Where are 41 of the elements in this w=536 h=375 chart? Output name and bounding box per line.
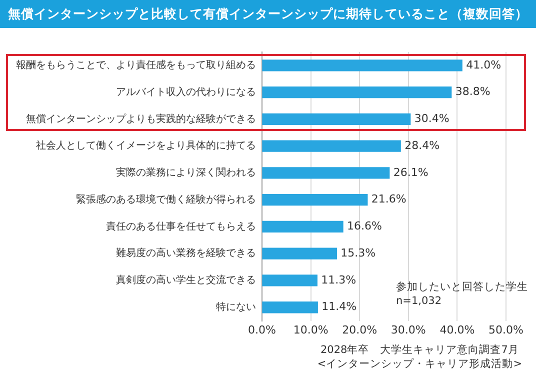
data-label: 16.6% (347, 220, 382, 233)
y-tick-label: 難易度の高い業務を経験できる (116, 247, 256, 260)
y-tick-label: 真剣度の高い学生と交流できる (116, 274, 256, 286)
y-tick-label: 無償インターンシップよりも実践的な経験ができる (26, 112, 256, 125)
data-label: 11.4% (322, 300, 357, 314)
x-tick-label: 0.0% (248, 323, 276, 336)
data-label: 38.8% (455, 85, 490, 98)
text: <インターンシップ・キャリア形成活動> (317, 357, 522, 371)
annotation: n=1,032 (396, 294, 443, 308)
bar (262, 220, 344, 233)
y-tick-label: 責任のある仕事を任せてもらえる (106, 220, 256, 232)
x-tick-label: 40.0% (440, 323, 475, 336)
bar (262, 194, 368, 206)
x-tick-label: 30.0% (390, 323, 426, 336)
x-tick-label: 50.0% (488, 323, 524, 336)
bar (262, 248, 337, 260)
bar (262, 86, 452, 98)
y-tick-label: アルバイト収入の代わりになる (116, 86, 256, 98)
y-tick-label: 緊張感のある環境で働く経験が得られる (76, 193, 256, 206)
data-label: 15.3% (340, 246, 376, 260)
data-label: 21.6% (371, 192, 406, 206)
data-label: 26.1% (393, 166, 428, 179)
data-label: 41.0% (466, 58, 502, 72)
annotation: 参加したいと回答した学生 (396, 280, 528, 294)
bar (262, 60, 462, 72)
chart-title: 無償インターンシップと比較して有償インターンシップに期待していること（複数回答） (0, 0, 536, 28)
x-tick-label: 20.0% (342, 323, 378, 336)
x-tick-label: 10.0% (293, 323, 328, 336)
text: 2028年卒 大学生キャリア意向調査7月 (319, 343, 520, 357)
bar (262, 302, 318, 314)
data-label: 30.4% (414, 112, 450, 126)
bar (262, 167, 390, 179)
bar (262, 274, 318, 286)
bar (262, 140, 401, 152)
y-tick-label: 特にない (216, 300, 256, 313)
data-label: 11.3% (321, 273, 356, 286)
data-label: 28.4% (404, 138, 440, 152)
y-tick-label: 報酬をもらうことで、より責任感をもって取り組める (16, 59, 256, 72)
y-tick-label: 実際の業務により深く関われる (116, 166, 256, 179)
bar (262, 113, 411, 126)
y-tick-label: 社会人として働くイメージをより具体的に持てる (36, 140, 256, 152)
